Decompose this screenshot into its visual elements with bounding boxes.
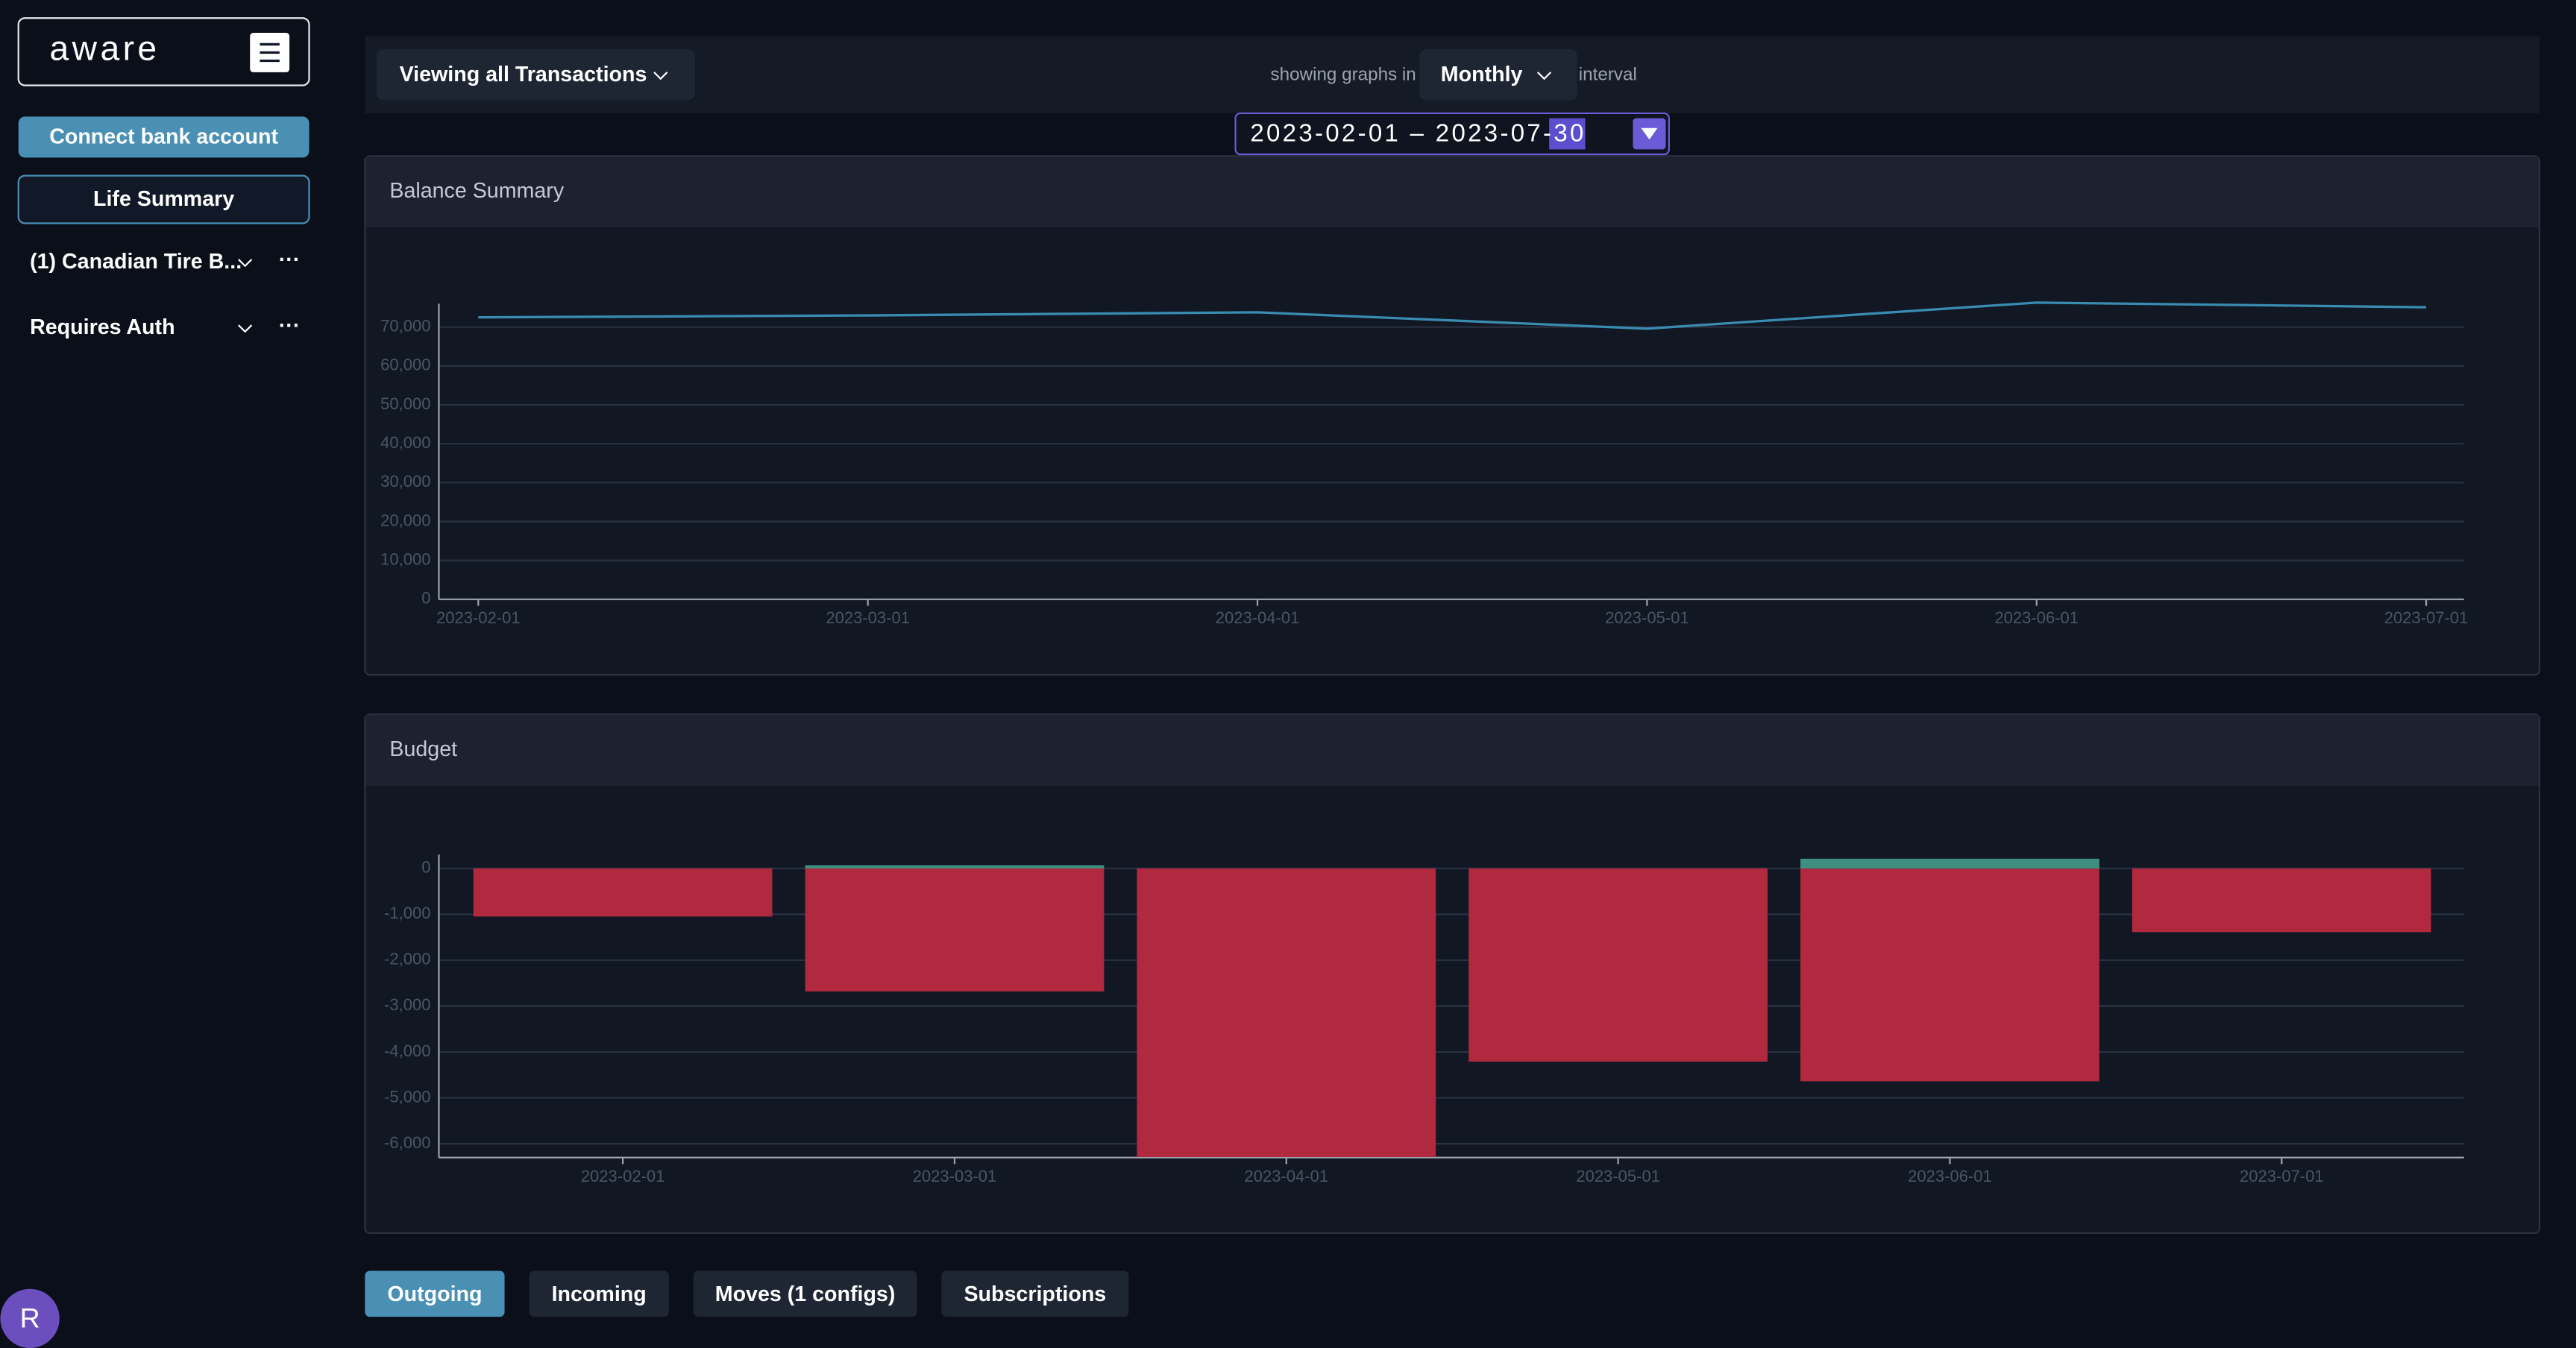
x-tick-label: 2023-03-01 — [826, 608, 910, 627]
chevron — [653, 72, 668, 81]
bar — [473, 868, 773, 917]
chevron — [1536, 72, 1552, 81]
filter-dropdown[interactable] — [376, 49, 696, 101]
x-tick-label: 2023-02-01 — [436, 608, 521, 627]
chevron[interactable] — [238, 259, 253, 268]
chart-panel — [364, 713, 2541, 1234]
avatar-letter: R — [20, 1302, 40, 1333]
tab[interactable] — [693, 1270, 917, 1317]
life-summary-button[interactable] — [17, 174, 310, 224]
tab[interactable] — [529, 1270, 669, 1317]
x-tick-label: 2023-04-01 — [1244, 1167, 1328, 1185]
x-tick-label: 2023-02-01 — [581, 1167, 665, 1185]
x-tick-label: 2023-07-01 — [2384, 608, 2469, 627]
menu-icon — [260, 42, 280, 63]
account-name[interactable]: (1) Canadian Tire B... — [30, 250, 242, 274]
chart-title: Budget — [389, 737, 457, 761]
bar — [1468, 868, 1768, 1062]
more-button[interactable]: ··· — [279, 314, 301, 338]
tab[interactable] — [365, 1270, 505, 1317]
down-arrow — [1641, 127, 1658, 140]
connect-label: Connect bank account — [49, 125, 278, 149]
more-button[interactable]: ··· — [279, 248, 301, 272]
y-tick-label: 20,000 — [380, 511, 430, 529]
bar — [805, 865, 1105, 869]
chevron[interactable] — [238, 324, 253, 333]
date-highlight — [1549, 118, 1586, 150]
filter-label: Viewing all Transactions — [400, 63, 647, 86]
logo-box — [17, 17, 310, 86]
y-tick-label: 50,000 — [380, 394, 430, 413]
date-range: 2023-02-01 – 2023-07-30 — [1250, 119, 1583, 146]
panel-header — [365, 715, 2539, 786]
interval-suffix: interval — [1579, 65, 1637, 85]
account-name[interactable]: Requires Auth — [30, 315, 175, 339]
y-tick-label: -3,000 — [384, 995, 430, 1014]
y-tick-label: 10,000 — [380, 549, 430, 568]
x-tick-label: 2023-05-01 — [1576, 1167, 1660, 1185]
y-tick-label: 40,000 — [380, 433, 430, 452]
x-tick-label: 2023-03-01 — [913, 1167, 997, 1185]
tab-label: Incoming — [552, 1282, 647, 1306]
chart-title: Balance Summary — [389, 179, 564, 203]
life-summary-label: Life Summary — [93, 187, 234, 211]
y-tick-label: 0 — [421, 858, 430, 877]
bar — [1800, 868, 2099, 1082]
x-tick-label: 2023-05-01 — [1605, 608, 1689, 627]
tab-label: Subscriptions — [964, 1282, 1106, 1306]
tab-label: Outgoing — [387, 1282, 482, 1306]
bar — [2132, 868, 2431, 933]
tab[interactable] — [941, 1270, 1129, 1317]
y-tick-label: -5,000 — [384, 1087, 430, 1106]
interval-label: Monthly — [1441, 63, 1523, 86]
bar — [1137, 868, 1436, 1157]
line-chart: 0 10,000 20,000 30,000 40,000 50,000 60,000 70,… — [380, 301, 2469, 627]
y-tick-label: -6,000 — [384, 1133, 430, 1152]
y-tick-label: -1,000 — [384, 904, 430, 922]
panel-header — [365, 157, 2539, 228]
avatar[interactable] — [0, 1288, 60, 1348]
interval-dropdown[interactable] — [1419, 49, 1577, 101]
x-tick-label: 2023-04-01 — [1216, 608, 1300, 627]
y-tick-label: 30,000 — [380, 472, 430, 491]
y-tick-label: -2,000 — [384, 950, 430, 969]
y-tick-label: -4,000 — [384, 1042, 430, 1060]
x-tick-label: 2023-06-01 — [1994, 608, 2079, 627]
x-tick-label: 2023-07-01 — [2240, 1167, 2324, 1185]
logo: aware — [50, 28, 160, 67]
bar — [1800, 858, 2099, 869]
bar-chart: -6,000 -5,000 -4,000 -3,000 -2,000 -1,000 0 202… — [384, 854, 2464, 1185]
y-tick-label: 60,000 — [380, 356, 430, 374]
y-tick-label: 70,000 — [380, 317, 430, 336]
connect-button[interactable] — [18, 116, 310, 158]
bar — [805, 868, 1105, 992]
y-tick-label: 0 — [421, 589, 430, 608]
tab-label: Moves (1 configs) — [715, 1282, 896, 1306]
interval-prefix: showing graphs in — [1271, 65, 1416, 85]
line-series — [478, 301, 2427, 330]
chart-panel — [364, 155, 2541, 676]
x-tick-label: 2023-06-01 — [1908, 1167, 1992, 1185]
